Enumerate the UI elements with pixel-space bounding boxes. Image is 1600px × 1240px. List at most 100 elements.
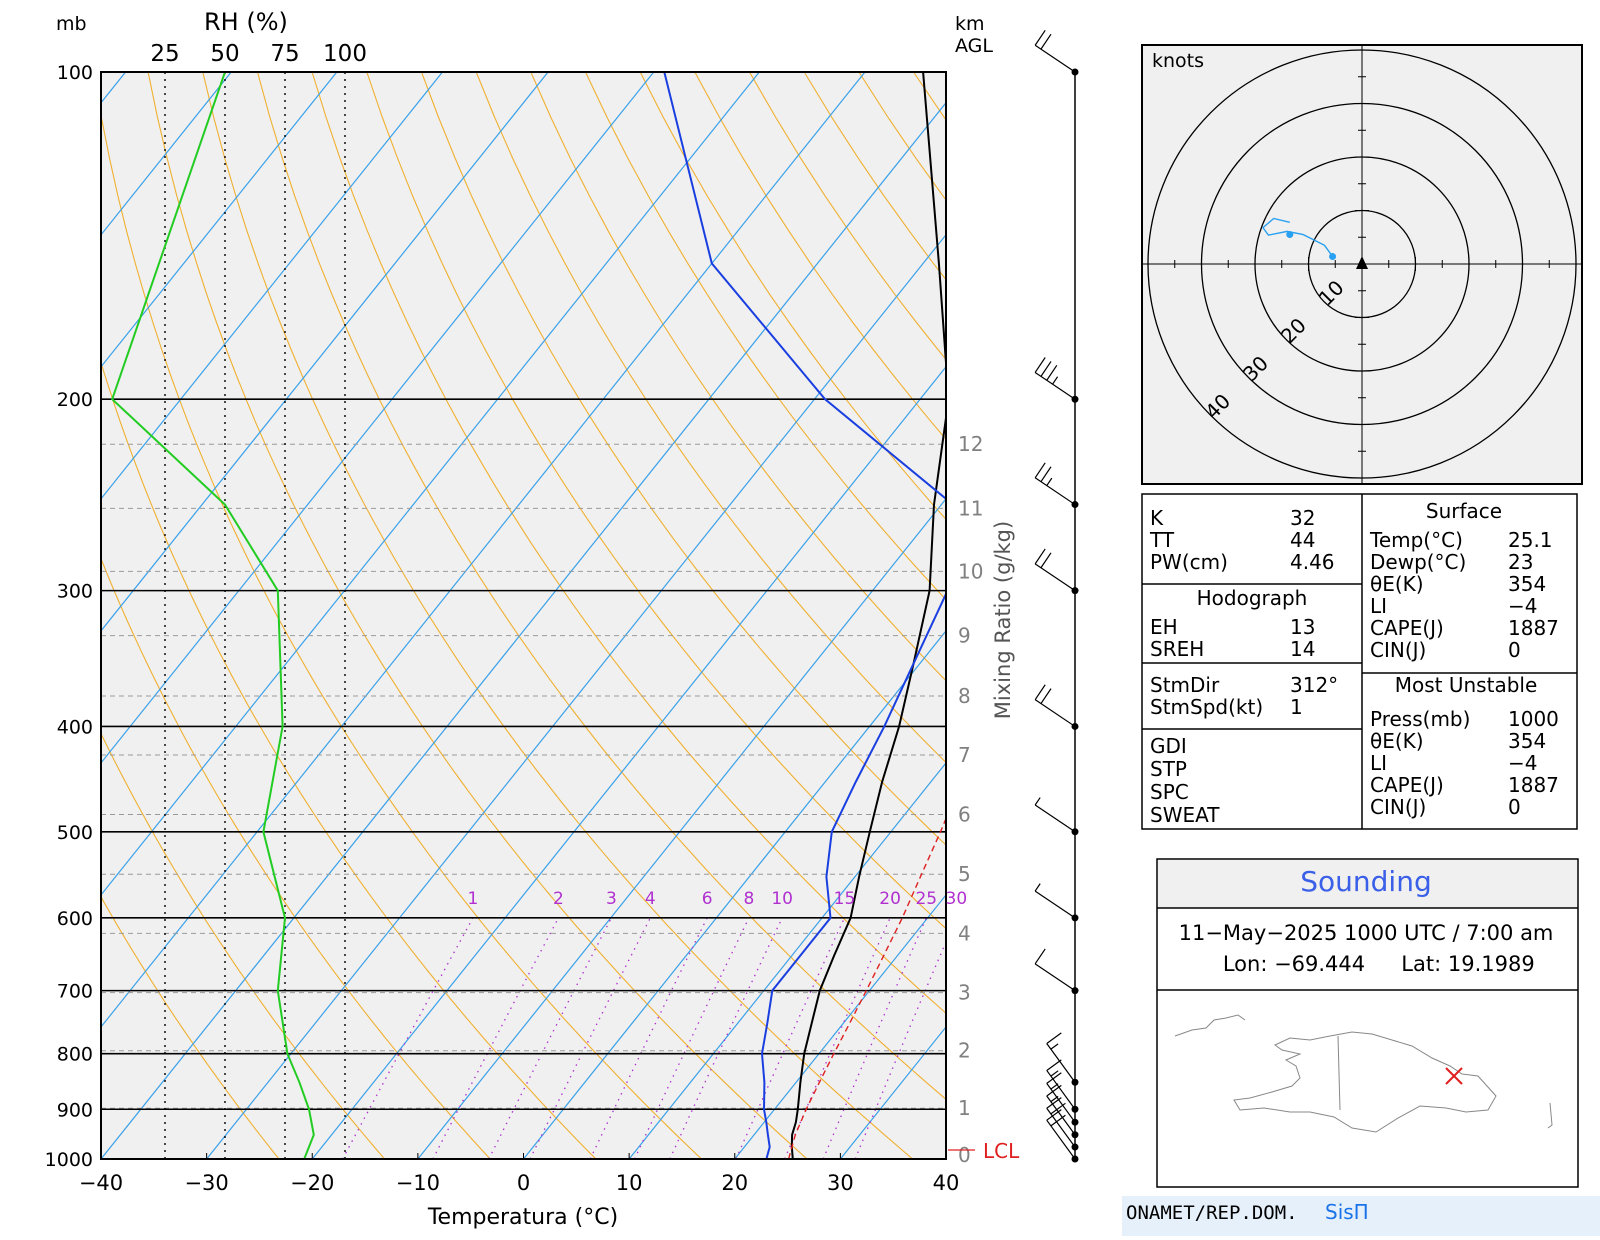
mu-index-label: LI: [1370, 751, 1387, 775]
footer-brand: SisΠ: [1325, 1200, 1369, 1224]
height-tick-label: 0: [958, 1143, 971, 1167]
pressure-tick-label: 700: [57, 981, 93, 1003]
height-tick-label: 6: [958, 802, 971, 826]
temperature-tick-label: 30: [827, 1171, 854, 1195]
mb-label: mb: [56, 13, 87, 35]
storm-index-label: StmDir: [1150, 673, 1220, 697]
other-index-label: GDI: [1150, 734, 1187, 758]
index-value: 44: [1290, 528, 1315, 552]
temperature-tick-label: −20: [290, 1171, 334, 1195]
footer-org: ONAMET/REP.DOM.: [1126, 1202, 1298, 1224]
height-tick-label: 5: [958, 862, 971, 886]
hodograph-units-label: knots: [1152, 50, 1204, 72]
barb-flag: [1047, 365, 1057, 380]
barb-half-flag: [1053, 377, 1058, 384]
hodograph-marker: [1329, 253, 1336, 260]
mu-index-label: CIN(J): [1370, 795, 1426, 819]
hodograph-index-label: SREH: [1150, 637, 1204, 661]
height-tick-label: 11: [958, 496, 983, 520]
other-index-label: STP: [1150, 757, 1187, 781]
temperature-tick-label: 40: [933, 1171, 960, 1195]
temperature-tick-label: −10: [396, 1171, 440, 1195]
height-tick-label: 4: [958, 921, 971, 945]
pressure-tick-label: 1000: [45, 1149, 93, 1171]
barb-flag: [1035, 685, 1045, 700]
sounding-lon: Lon: −69.444: [1223, 952, 1365, 976]
surface-index-label: Dewp(°C): [1370, 550, 1466, 574]
index-label: TT: [1149, 528, 1175, 552]
barb-staff: [1035, 805, 1075, 832]
surface-index-value: 1887: [1508, 616, 1559, 640]
height-tick-label: 8: [958, 684, 971, 708]
barb-staff: [1035, 700, 1075, 727]
mixing-ratio-label: 1: [468, 889, 479, 909]
barb-flag: [1035, 30, 1045, 45]
barb-staff: [1035, 45, 1075, 72]
temperature-tick-label: 0: [517, 1171, 530, 1195]
surface-index-label: CIN(J): [1370, 638, 1426, 662]
km-label: km: [955, 13, 985, 35]
mixing-ratio-label: 3: [606, 889, 617, 909]
pressure-tick-label: 200: [57, 389, 93, 411]
barb-flag: [1035, 949, 1045, 964]
hodograph-index-value: 13: [1290, 615, 1315, 639]
barb-flag: [1041, 467, 1051, 482]
temperature-tick-label: 20: [721, 1171, 748, 1195]
height-tick-label: 10: [958, 559, 983, 583]
pressure-tick-label: 500: [57, 822, 93, 844]
storm-index-value: 1: [1290, 695, 1303, 719]
barb-staff: [1035, 964, 1075, 991]
lcl-label: LCL: [983, 1139, 1020, 1163]
pressure-tick-label: 100: [57, 62, 93, 84]
barb-half-flag: [1035, 798, 1040, 805]
hodograph-marker: [1286, 231, 1293, 238]
sounding-title: Sounding: [1300, 865, 1431, 898]
x-axis-title: Temperatura (°C): [427, 1205, 618, 1230]
barb-half-flag: [1035, 884, 1040, 891]
mixing-ratio-label: 2: [553, 889, 564, 909]
index-value: 4.46: [1290, 550, 1335, 574]
height-tick-label: 12: [958, 432, 983, 456]
surface-index-label: Temp(°C): [1369, 528, 1463, 552]
mu-index-value: 1887: [1508, 773, 1559, 797]
pressure-tick-label: 900: [57, 1099, 93, 1121]
wind-barb-column: [1035, 30, 1078, 1162]
index-label: PW(cm): [1150, 550, 1228, 574]
index-value: 32: [1290, 506, 1315, 530]
barb-flag: [1035, 549, 1045, 564]
mixing-ratio-label: 20: [879, 889, 901, 909]
pressure-tick-label: 800: [57, 1044, 93, 1066]
rh-tick-label: 100: [323, 41, 367, 67]
hodograph-section-title: Hodograph: [1197, 586, 1308, 610]
surface-index-value: −4: [1508, 594, 1537, 618]
surface-index-value: 23: [1508, 550, 1533, 574]
pressure-tick-label: 600: [57, 908, 93, 930]
mixing-ratio-label: 10: [771, 889, 793, 909]
rh-tick-label: 50: [210, 41, 239, 67]
barb-staff: [1035, 891, 1075, 918]
sounding-datetime: 11−May−2025 1000 UTC / 7:00 am: [1179, 921, 1554, 945]
storm-index-value: 312°: [1290, 673, 1338, 697]
height-tick-label: 9: [958, 624, 971, 648]
barb-flag: [1035, 463, 1045, 478]
rh-axis-title: RH (%): [204, 8, 288, 36]
mu-index-label: Press(mb): [1370, 707, 1470, 731]
height-tick-label: 1: [958, 1096, 971, 1120]
hodograph-index-label: EH: [1150, 615, 1178, 639]
agl-label: AGL: [955, 35, 993, 57]
barb-half-flag: [1051, 1044, 1058, 1049]
temperature-tick-label: 10: [616, 1171, 643, 1195]
surface-index-label: CAPE(J): [1370, 616, 1444, 640]
surface-index-value: 25.1: [1508, 528, 1553, 552]
surface-index-label: LI: [1370, 594, 1387, 618]
mu-index-value: 0: [1508, 795, 1521, 819]
mu-index-label: θE(K): [1370, 729, 1424, 753]
mixing-ratio-label: 4: [645, 889, 656, 909]
isotherm: [0, 72, 20, 1159]
temperature-tick-label: −30: [184, 1171, 228, 1195]
barb-flag: [1035, 358, 1045, 373]
barb-flag: [1041, 361, 1051, 376]
mu-index-label: CAPE(J): [1370, 773, 1444, 797]
